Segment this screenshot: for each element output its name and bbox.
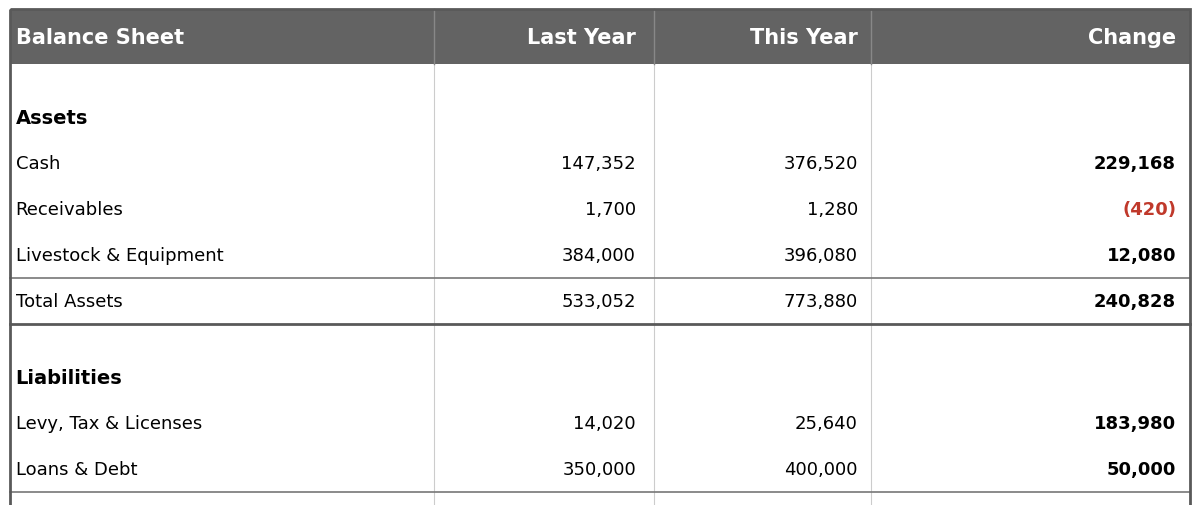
Text: Cash: Cash — [16, 155, 60, 173]
Text: 229,168: 229,168 — [1094, 155, 1176, 173]
Text: (420): (420) — [1122, 200, 1176, 219]
Text: 773,880: 773,880 — [784, 292, 858, 311]
Text: 400,000: 400,000 — [785, 460, 858, 478]
Text: 14,020: 14,020 — [574, 414, 636, 432]
Text: Loans & Debt: Loans & Debt — [16, 460, 137, 478]
Text: Liabilities: Liabilities — [16, 368, 122, 387]
Text: Levy, Tax & Licenses: Levy, Tax & Licenses — [16, 414, 202, 432]
Text: 396,080: 396,080 — [784, 246, 858, 265]
Text: 384,000: 384,000 — [562, 246, 636, 265]
Text: 1,700: 1,700 — [584, 200, 636, 219]
Text: 240,828: 240,828 — [1094, 292, 1176, 311]
Text: 376,520: 376,520 — [784, 155, 858, 173]
Text: Total Assets: Total Assets — [16, 292, 122, 311]
Text: 50,000: 50,000 — [1106, 460, 1176, 478]
Text: 25,640: 25,640 — [796, 414, 858, 432]
Text: Receivables: Receivables — [16, 200, 124, 219]
Bar — [10, 10, 1190, 65]
Text: Last Year: Last Year — [527, 27, 636, 47]
Text: Balance Sheet: Balance Sheet — [16, 27, 184, 47]
Text: Livestock & Equipment: Livestock & Equipment — [16, 246, 223, 265]
Text: 533,052: 533,052 — [562, 292, 636, 311]
Text: This Year: This Year — [750, 27, 858, 47]
Text: 1,280: 1,280 — [806, 200, 858, 219]
Text: 147,352: 147,352 — [562, 155, 636, 173]
Text: 12,080: 12,080 — [1106, 246, 1176, 265]
Text: Assets: Assets — [16, 108, 88, 127]
Text: 350,000: 350,000 — [563, 460, 636, 478]
Text: 183,980: 183,980 — [1094, 414, 1176, 432]
Text: Change: Change — [1088, 27, 1176, 47]
